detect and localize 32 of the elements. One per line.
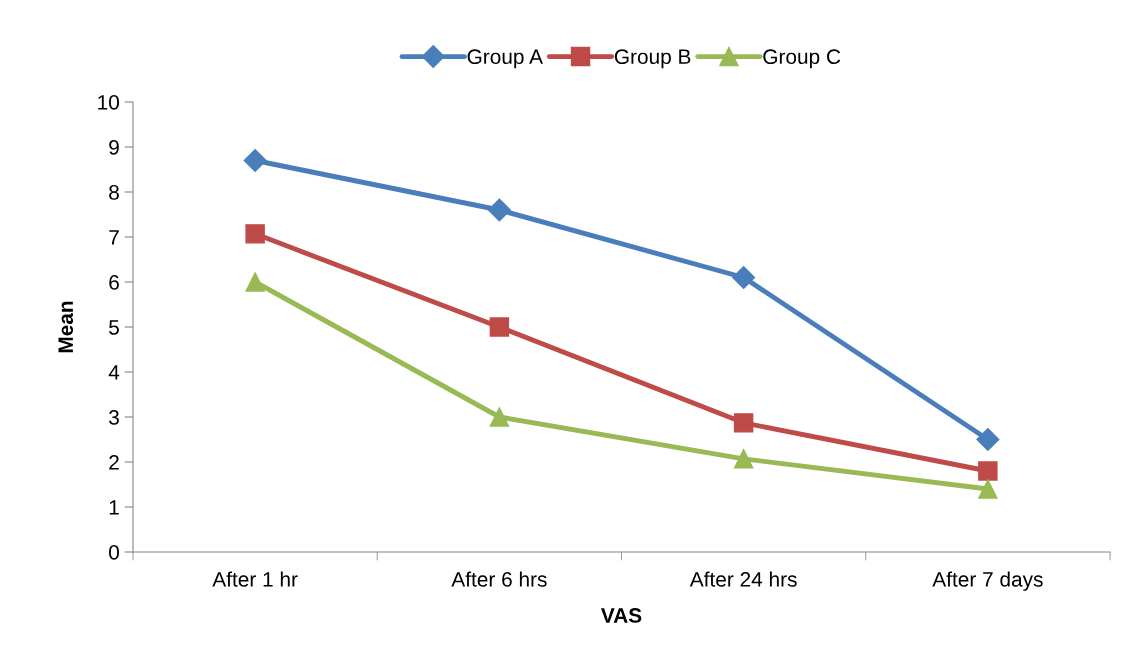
x-tick-label: After 1 hr — [212, 571, 298, 587]
point — [732, 266, 756, 289]
point — [245, 224, 265, 244]
point — [243, 149, 267, 172]
y-tick-label: 7 — [109, 230, 119, 245]
x-tick-label: After 6 hrs — [451, 571, 547, 587]
point — [733, 413, 754, 433]
y-tick-label: 0 — [109, 545, 119, 560]
point — [487, 198, 511, 222]
legend-label: Group A — [467, 49, 543, 69]
point — [489, 317, 510, 337]
y-axis-title: Mean — [58, 301, 74, 353]
y-tick-label: 2 — [109, 455, 119, 470]
point — [489, 407, 510, 427]
point — [733, 449, 754, 469]
point — [978, 479, 998, 499]
y-tick-label: 10 — [98, 95, 119, 110]
y-tick-label: 8 — [109, 185, 119, 200]
point — [245, 272, 265, 292]
x-tick-label: After 24 hrs — [689, 571, 797, 587]
point — [978, 461, 998, 481]
y-tick-label: 1 — [109, 500, 119, 515]
y-tick-label: 3 — [109, 410, 119, 425]
x-tick-label: After 7 days — [932, 571, 1043, 591]
y-tick-label: 9 — [109, 140, 119, 155]
x-axis-title: VAS — [600, 608, 642, 623]
legend-label: Group C — [763, 49, 841, 69]
y-tick-label: 6 — [109, 275, 119, 290]
y-tick-label: 5 — [109, 320, 119, 335]
legend-label: Group B — [614, 49, 691, 69]
y-tick-label: 4 — [108, 365, 120, 380]
point — [976, 428, 1000, 451]
